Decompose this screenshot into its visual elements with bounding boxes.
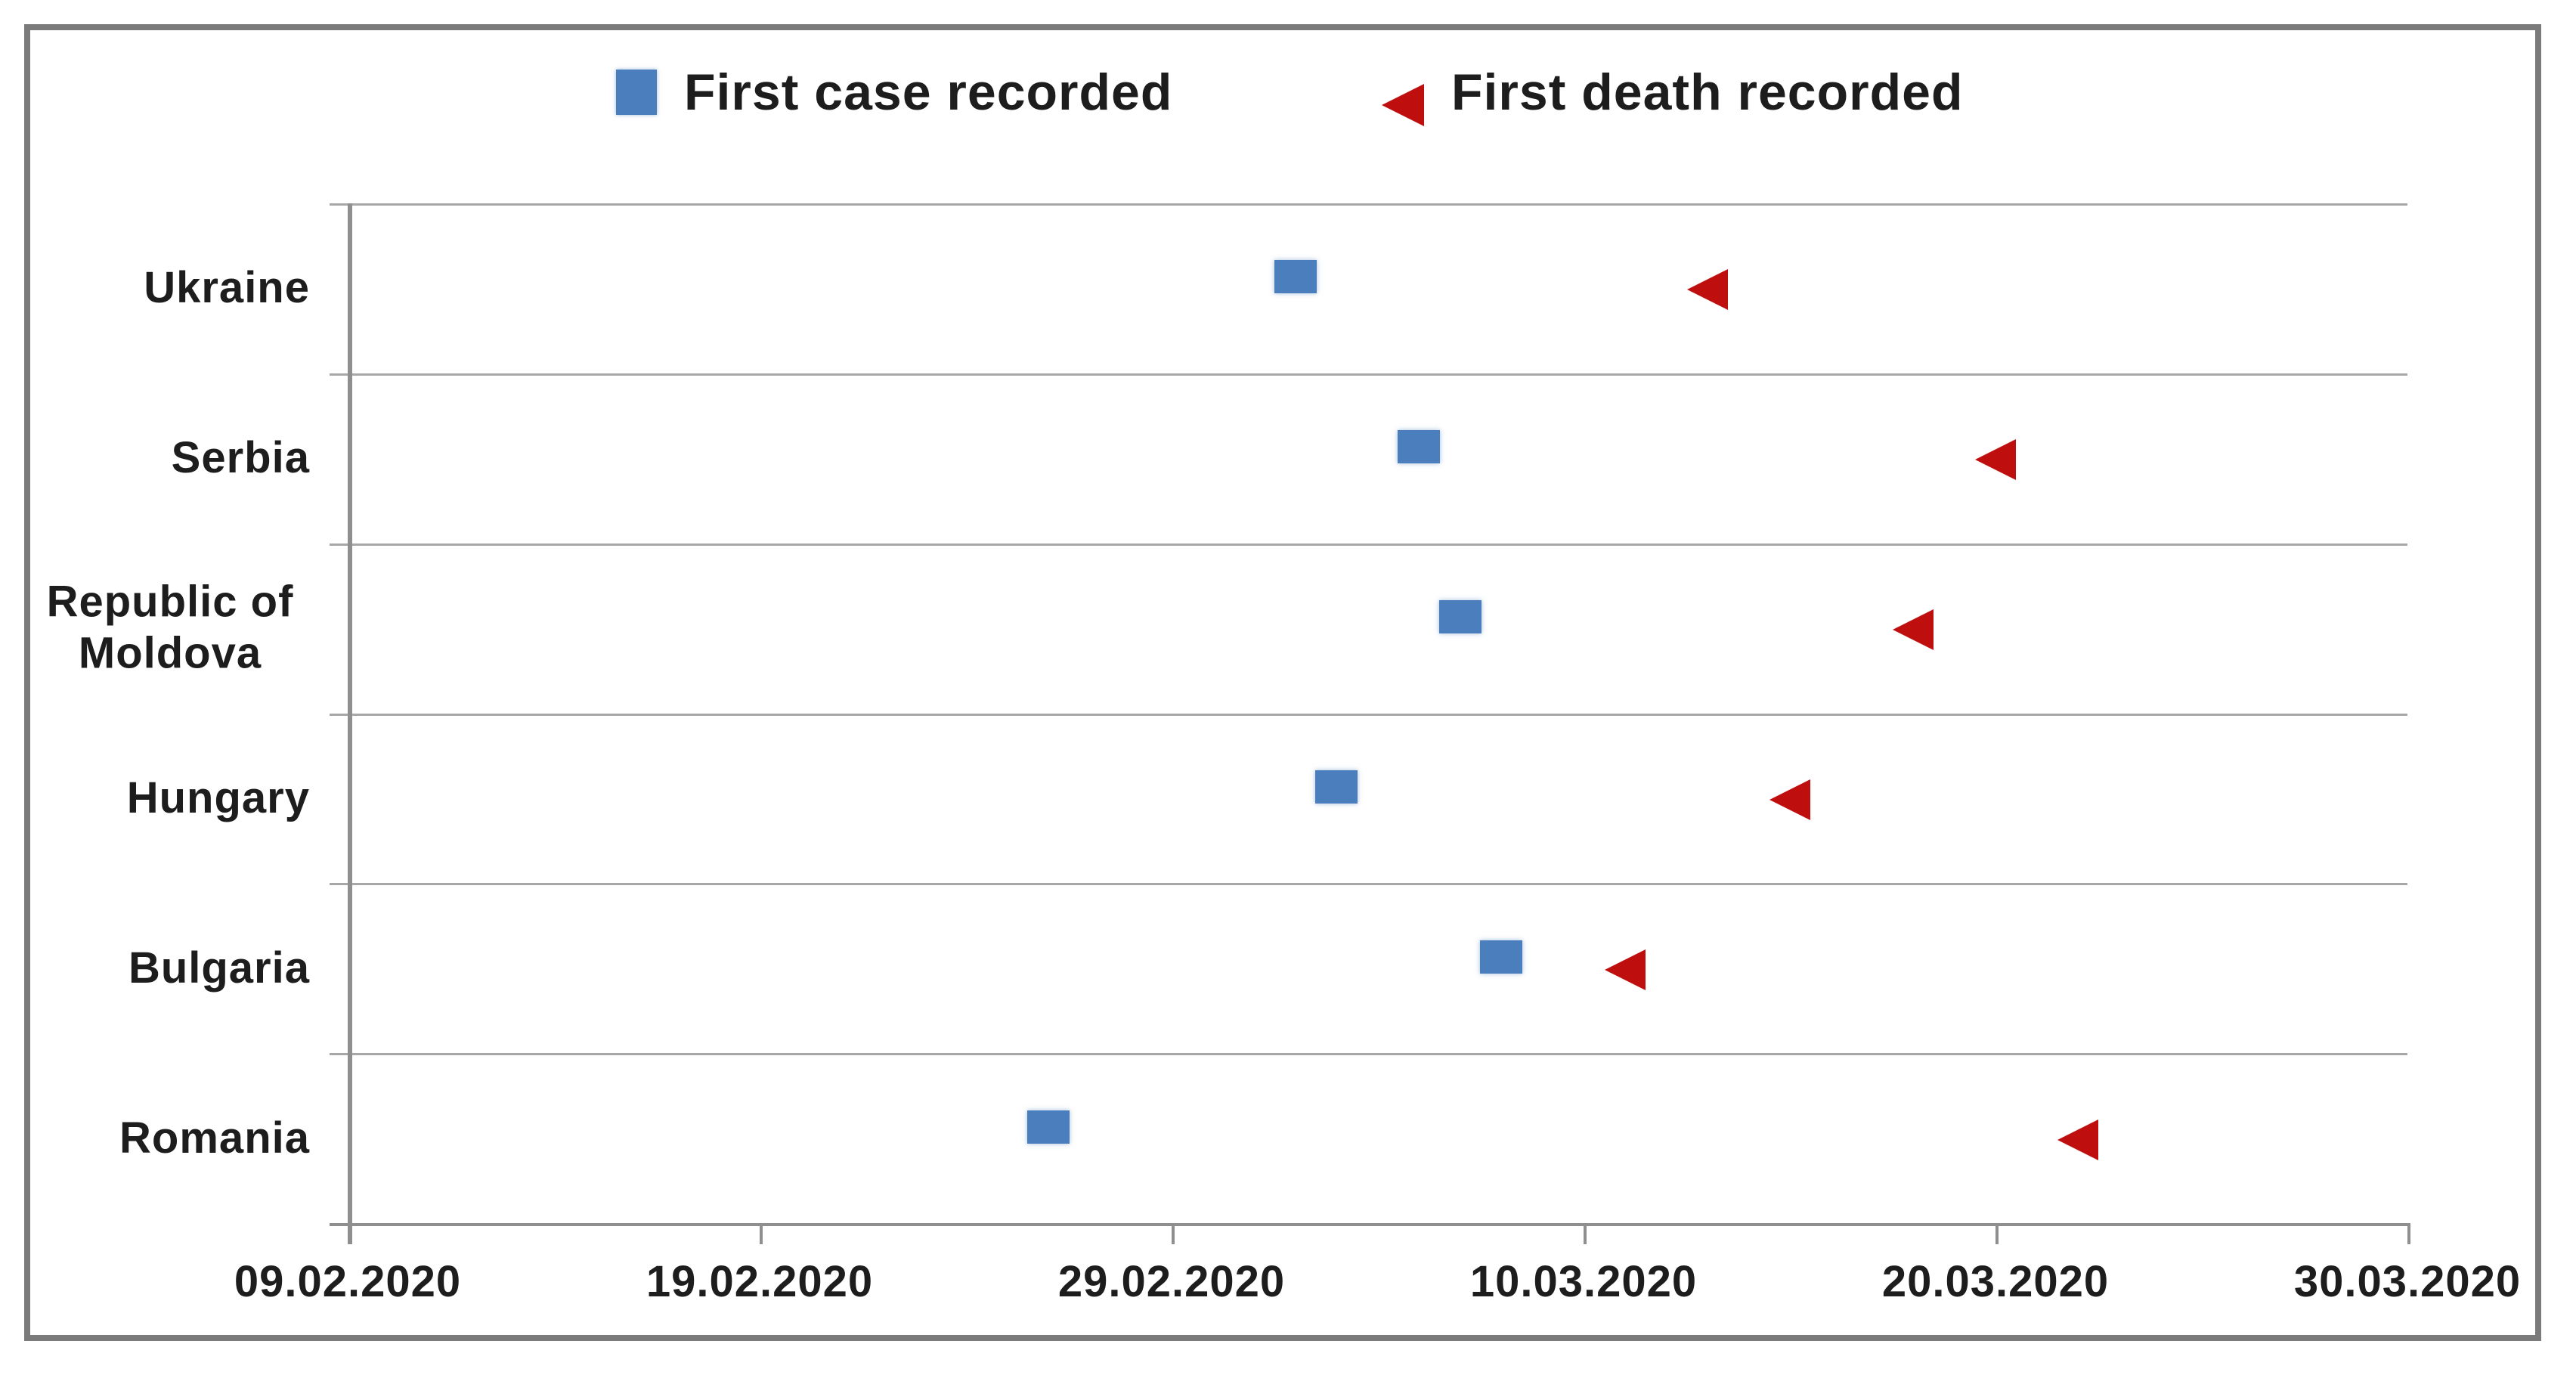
marker-first-death-recorded-romania <box>2057 1120 2098 1160</box>
marker-first-death-recorded-bulgaria <box>1605 949 1646 990</box>
marker-first-case-recorded-hungary <box>1315 770 1358 804</box>
marker-first-case-recorded-republic-of-moldova <box>1439 600 1482 633</box>
x-axis-tick-label-30-03-2020: 30.03.2020 <box>2293 1257 2522 1306</box>
x-axis-line <box>330 1223 2407 1226</box>
gridline <box>330 373 2407 376</box>
first-death-triangle-icon <box>1382 84 1424 126</box>
y-axis-label-bulgaria: Bulgaria <box>128 943 310 993</box>
x-axis-tick-label-10-03-2020: 10.03.2020 <box>1469 1257 1698 1306</box>
legend-label-first-case: First case recorded <box>684 63 1173 121</box>
y-axis-label-serbia: Serbia <box>171 432 310 482</box>
y-axis-label-hungary: Hungary <box>126 773 310 822</box>
legend-label-first-death: First death recorded <box>1451 63 1964 121</box>
gridline <box>330 543 2407 546</box>
x-axis-tick-label-19-02-2020: 19.02.2020 <box>646 1257 874 1306</box>
x-axis-tick-label-20-03-2020: 20.03.2020 <box>1881 1257 2110 1306</box>
marker-first-death-recorded-republic-of-moldova <box>1893 609 1934 650</box>
chart-outer-frame <box>24 24 2541 1341</box>
x-axis-tick <box>348 1223 351 1244</box>
y-axis-label-republic-of-moldova: Republic of Moldova <box>46 577 294 678</box>
y-axis-line <box>348 203 352 1244</box>
marker-first-death-recorded-hungary <box>1769 779 1810 820</box>
x-axis-tick-label-09-02-2020: 09.02.2020 <box>234 1257 462 1306</box>
gridline <box>330 203 2407 206</box>
y-axis-label-romania: Romania <box>119 1113 310 1163</box>
gridline <box>330 883 2407 885</box>
marker-first-death-recorded-ukraine <box>1687 269 1728 310</box>
x-axis-tick <box>1172 1223 1175 1244</box>
marker-first-death-recorded-serbia <box>1975 439 2016 480</box>
x-axis-tick <box>1995 1223 1999 1244</box>
gridline <box>330 714 2407 716</box>
marker-first-case-recorded-serbia <box>1398 430 1440 463</box>
gridline <box>330 1053 2407 1055</box>
x-axis-tick <box>760 1223 763 1244</box>
legend-item-first-death: First death recorded <box>1382 47 1964 138</box>
marker-first-case-recorded-romania <box>1027 1110 1070 1144</box>
marker-first-case-recorded-ukraine <box>1274 260 1317 293</box>
x-axis-tick-label-29-02-2020: 29.02.2020 <box>1057 1257 1286 1306</box>
y-axis-label-ukraine: Ukraine <box>144 262 310 312</box>
x-axis-tick <box>2407 1223 2410 1244</box>
first-case-square-icon <box>616 70 657 115</box>
legend-item-first-case: First case recorded <box>616 47 1172 138</box>
marker-first-case-recorded-bulgaria <box>1480 940 1522 974</box>
x-axis-tick <box>1584 1223 1587 1244</box>
